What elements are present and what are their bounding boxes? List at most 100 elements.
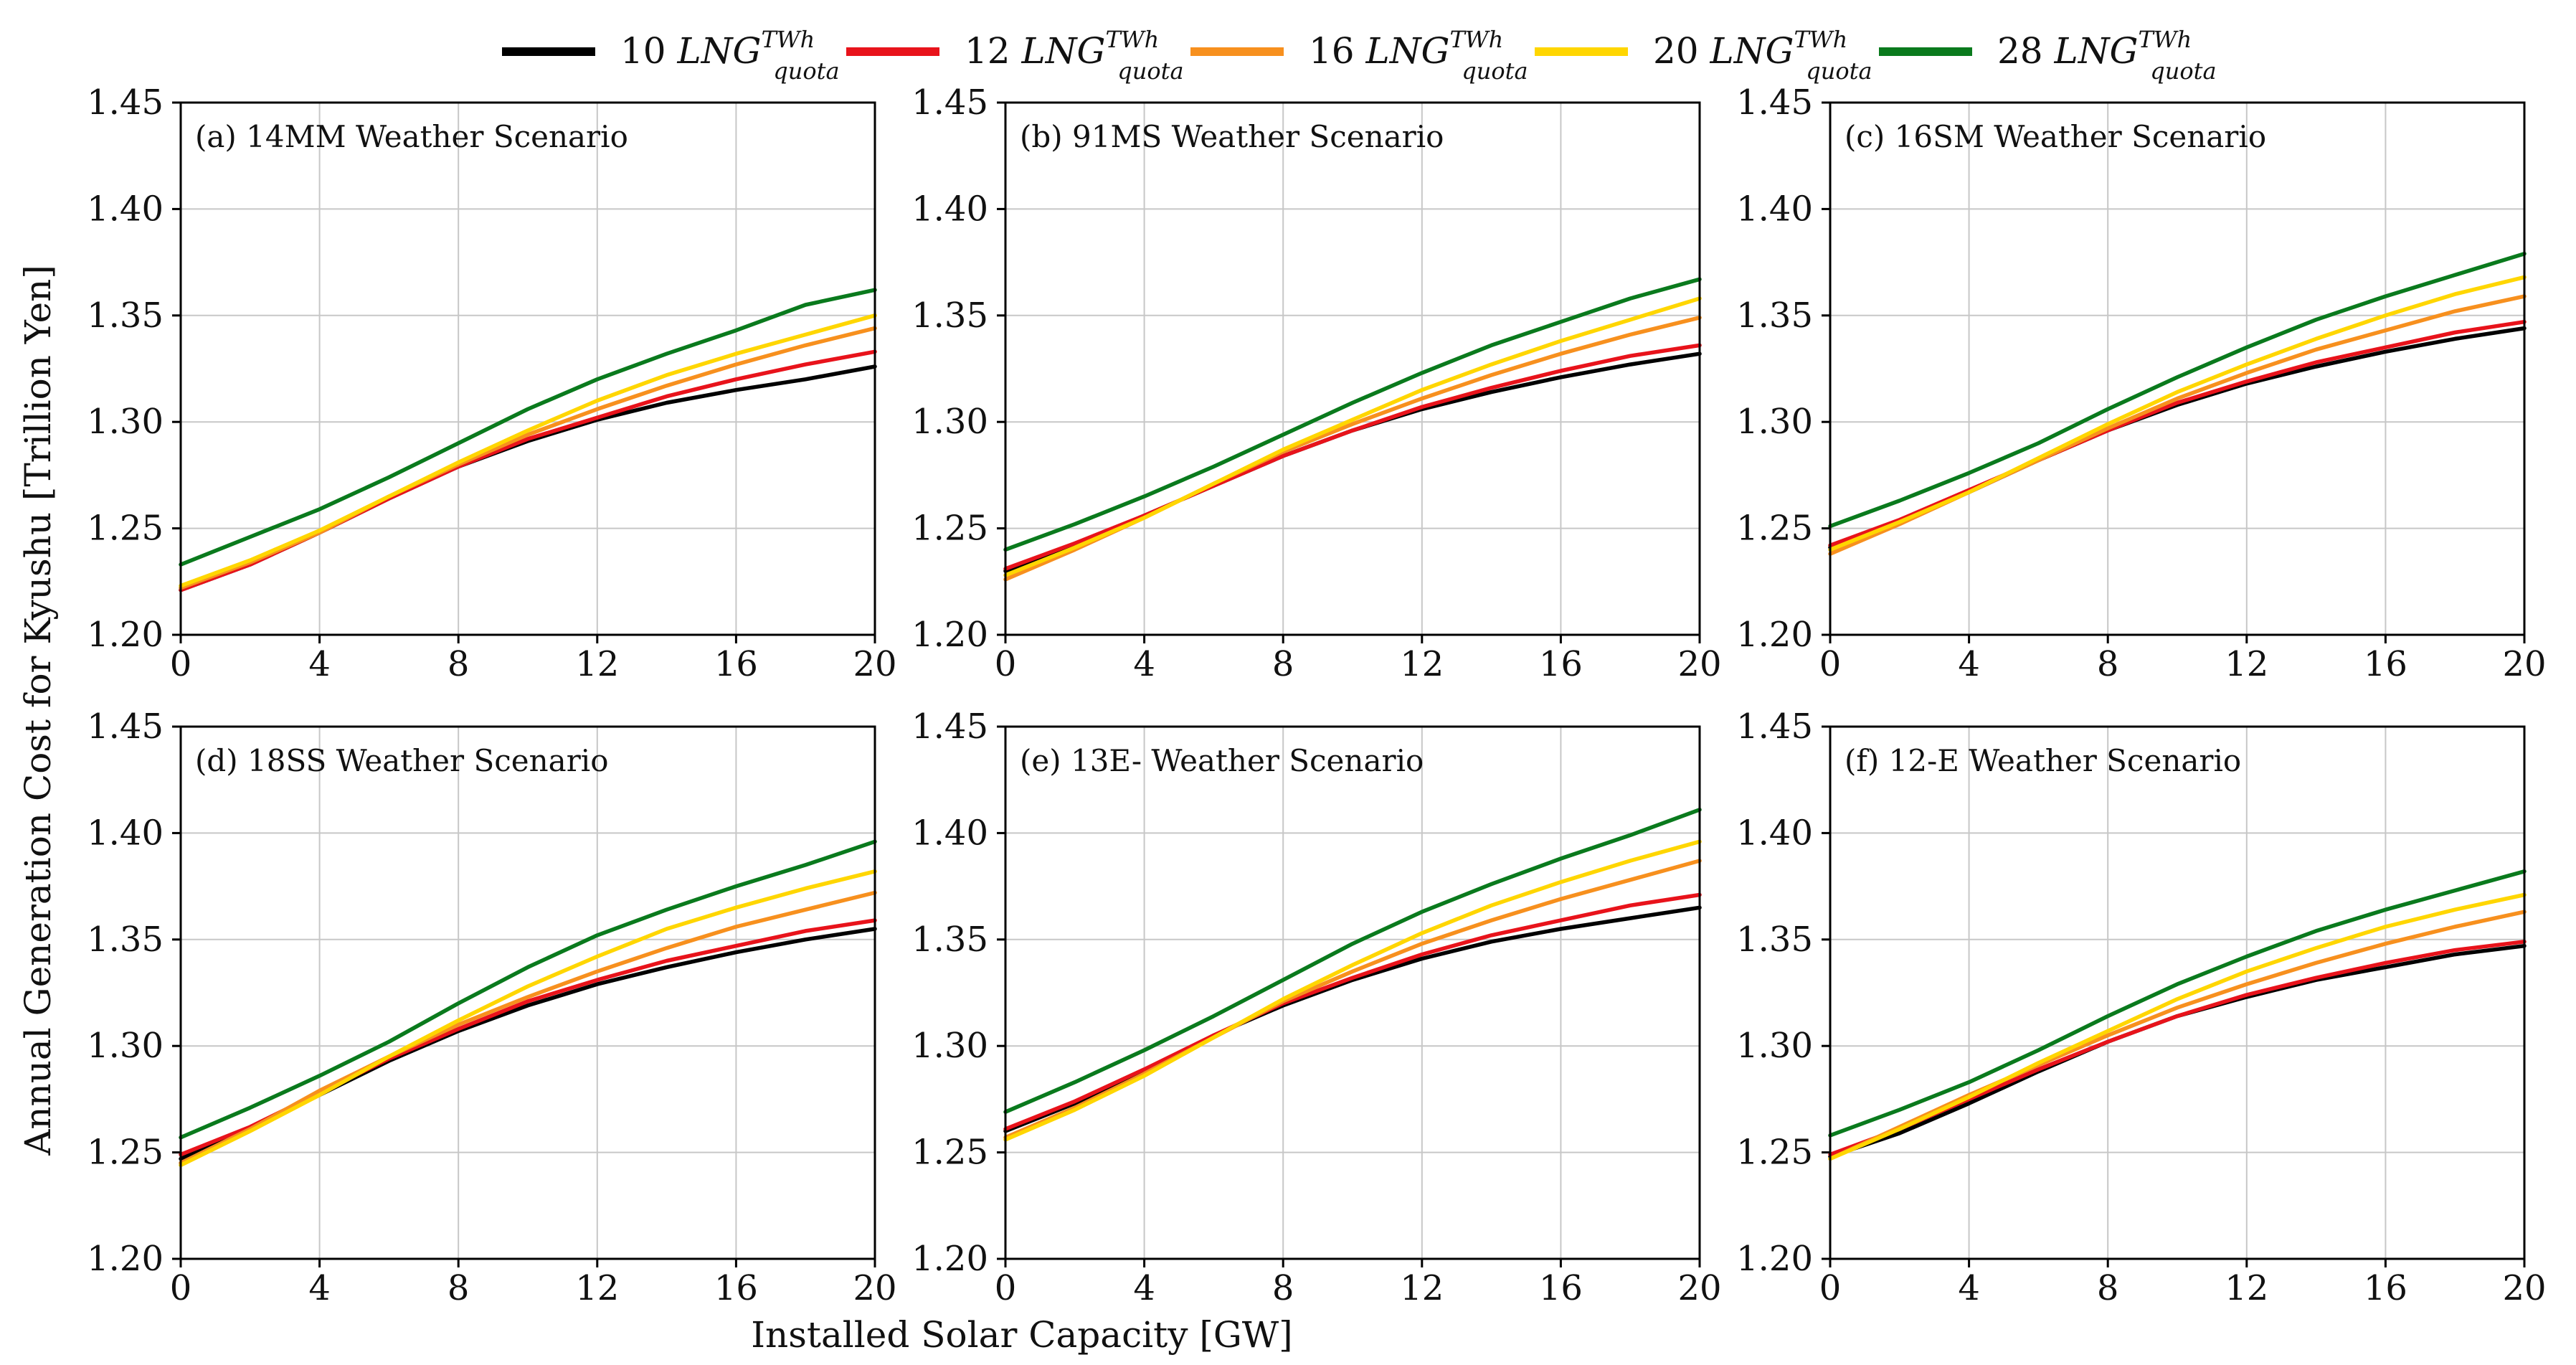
y-tick-label: 1.35 xyxy=(87,920,164,960)
x-axis-label: Installed Solar Capacity [GW] xyxy=(751,1314,1292,1356)
y-tick-label: 1.30 xyxy=(87,402,164,442)
series-line-28 xyxy=(1003,277,1702,552)
x-tick-label: 20 xyxy=(2502,644,2546,684)
series-line-16 xyxy=(1828,294,2527,556)
x-tick-label: 20 xyxy=(853,1268,896,1308)
panel-a: 0 4 8 12 16 20 1.20 1.25 1.30 1.35 1.40 1.45 (a) 14M… xyxy=(87,82,896,684)
y-tick-label: 1.45 xyxy=(87,82,164,123)
series-line-10 xyxy=(1828,326,2527,550)
panel-c: 0 4 8 12 16 20 1.20 1.25 1.30 1.35 1.40 1.45 (c) 16S… xyxy=(1736,82,2546,684)
x-tick-label: 20 xyxy=(1677,644,1721,684)
series-line-16 xyxy=(179,326,877,590)
x-tick-label: 4 xyxy=(1958,644,1980,684)
x-tick-label: 4 xyxy=(308,1268,331,1308)
legend-label: 20 LNGTWh quota xyxy=(1653,26,1872,85)
y-tick-label: 1.20 xyxy=(87,615,164,655)
series-line-28 xyxy=(179,839,877,1140)
y-tick-label: 1.20 xyxy=(1736,615,1813,655)
x-tick-label: 8 xyxy=(448,644,470,684)
y-tick-label: 1.40 xyxy=(911,813,988,853)
y-tick-label: 1.25 xyxy=(87,509,164,549)
y-tick-label: 1.20 xyxy=(911,1239,988,1279)
x-tick-label: 4 xyxy=(1958,1268,1980,1308)
x-tick-label: 8 xyxy=(448,1268,470,1308)
series-line-12 xyxy=(1003,343,1702,571)
x-tick-label: 0 xyxy=(170,644,192,684)
x-tick-label: 20 xyxy=(2502,1268,2546,1308)
legend-label: 12 LNGTWh quota xyxy=(965,26,1184,85)
panel-title: (f) 12-E Weather Scenario xyxy=(1845,743,2241,778)
series-line-28 xyxy=(1003,808,1702,1114)
y-tick-label: 1.25 xyxy=(1736,1133,1813,1173)
y-tick-label: 1.35 xyxy=(911,296,988,336)
x-tick-label: 8 xyxy=(2097,644,2119,684)
x-tick-label: 0 xyxy=(1819,1268,1842,1308)
series-line-10 xyxy=(1003,905,1702,1133)
panel-e: 0 4 8 12 16 20 1.20 1.25 1.30 1.35 1.40 1.45 (e) 13E… xyxy=(911,707,1721,1308)
y-tick-label: 1.20 xyxy=(87,1239,164,1279)
x-tick-label: 16 xyxy=(1539,644,1583,684)
panel-title: (a) 14MM Weather Scenario xyxy=(195,119,628,154)
y-tick-label: 1.25 xyxy=(87,1133,164,1173)
x-tick-label: 8 xyxy=(2097,1268,2119,1308)
legend-label: 16 LNGTWh quota xyxy=(1309,26,1528,85)
y-tick-label: 1.20 xyxy=(911,615,988,655)
series-line-12 xyxy=(1828,940,2527,1157)
panel-f: 0 4 8 12 16 20 1.20 1.25 1.30 1.35 1.40 1.45 (f) 12-… xyxy=(1736,707,2546,1308)
y-tick-label: 1.30 xyxy=(87,1026,164,1066)
y-tick-label: 1.45 xyxy=(911,82,988,123)
x-tick-label: 20 xyxy=(853,644,896,684)
x-tick-label: 4 xyxy=(308,644,331,684)
series-line-10 xyxy=(179,364,877,592)
series-line-28 xyxy=(1828,869,2527,1138)
x-tick-label: 12 xyxy=(2225,644,2268,684)
x-tick-label: 12 xyxy=(575,644,619,684)
legend-label: 28 LNGTWh quota xyxy=(1997,26,2217,85)
x-tick-label: 0 xyxy=(1819,644,1842,684)
series-line-16 xyxy=(179,890,877,1166)
series-line-12 xyxy=(179,349,877,592)
y-tick-label: 1.25 xyxy=(1736,509,1813,549)
series-line-28 xyxy=(1828,251,2527,529)
y-tick-label: 1.20 xyxy=(1736,1239,1813,1279)
y-tick-label: 1.35 xyxy=(1736,296,1813,336)
series-line-28 xyxy=(179,288,877,567)
series-line-20 xyxy=(1003,296,1702,577)
x-tick-label: 4 xyxy=(1133,644,1155,684)
axes-frame xyxy=(1004,725,1701,1260)
y-tick-label: 1.40 xyxy=(1736,813,1813,853)
y-axis-label: Annual Generation Cost for Kyushu [Trill… xyxy=(17,265,59,1156)
y-tick-label: 1.25 xyxy=(911,509,988,549)
x-tick-label: 16 xyxy=(714,644,758,684)
y-tick-label: 1.45 xyxy=(87,707,164,747)
x-tick-label: 0 xyxy=(995,1268,1017,1308)
series-line-20 xyxy=(179,869,877,1168)
x-tick-label: 8 xyxy=(1272,1268,1294,1308)
x-tick-label: 8 xyxy=(1272,644,1294,684)
series-line-12 xyxy=(179,918,877,1157)
series-line-20 xyxy=(1003,839,1702,1142)
y-tick-label: 1.30 xyxy=(1736,1026,1813,1066)
y-tick-label: 1.35 xyxy=(911,920,988,960)
axes-frame xyxy=(1829,101,2526,636)
x-tick-label: 16 xyxy=(714,1268,758,1308)
legend-label: 10 LNGTWh quota xyxy=(620,26,840,85)
y-tick-label: 1.40 xyxy=(87,813,164,853)
axes-frame xyxy=(179,725,876,1260)
legend-entry-12: 12 LNGTWh quota xyxy=(846,26,1184,85)
panels: 0 4 8 12 16 20 1.20 1.25 1.30 1.35 1.40 1.45 (a) 14M… xyxy=(87,82,2546,1308)
panel-d: 0 4 8 12 16 20 1.20 1.25 1.30 1.35 1.40 1.45 (d) 18S… xyxy=(87,707,896,1308)
x-tick-label: 16 xyxy=(2364,644,2407,684)
panel-b: 0 4 8 12 16 20 1.20 1.25 1.30 1.35 1.40 1.45 (b) 91M… xyxy=(911,82,1721,684)
y-tick-label: 1.25 xyxy=(911,1133,988,1173)
y-tick-label: 1.35 xyxy=(1736,920,1813,960)
legend: 10 LNGTWh quota 12 LNGTWh quota 16 LNGTWh quo… xyxy=(502,26,2217,85)
series-line-12 xyxy=(1828,319,2527,548)
axes-frame xyxy=(1829,725,2526,1260)
legend-entry-16: 16 LNGTWh quota xyxy=(1190,26,1528,85)
legend-entry-20: 20 LNGTWh quota xyxy=(1535,26,1872,85)
y-tick-label: 1.35 xyxy=(87,296,164,336)
series-line-10 xyxy=(1003,351,1702,573)
x-tick-label: 12 xyxy=(575,1268,619,1308)
